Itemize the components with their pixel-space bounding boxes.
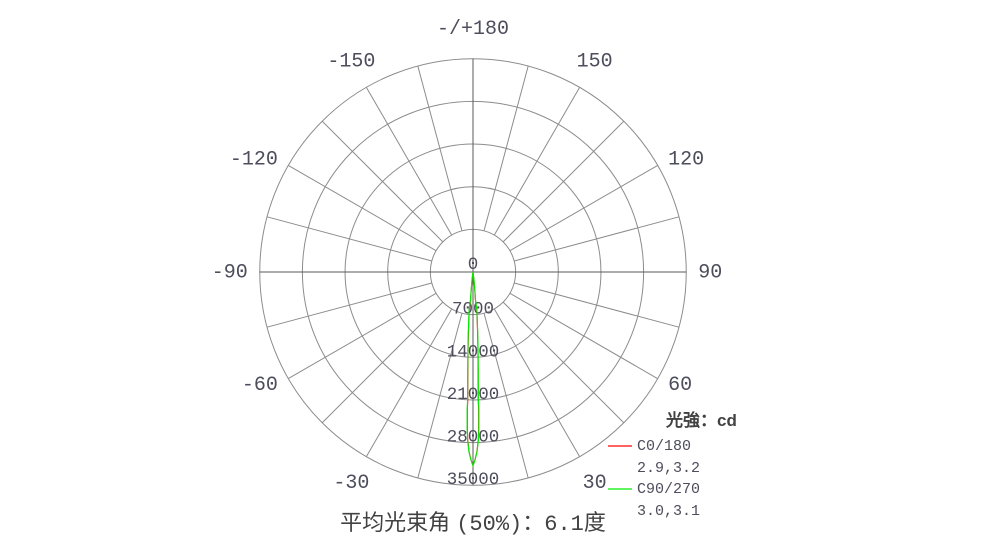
- svg-text:28000: 28000: [447, 428, 500, 448]
- svg-text:35000: 35000: [447, 470, 500, 490]
- svg-text:-30: -30: [333, 472, 369, 495]
- svg-text:150: 150: [577, 51, 613, 74]
- svg-text:光強：cd: 光強：cd: [665, 410, 737, 430]
- svg-text:2.9,3.2: 2.9,3.2: [637, 460, 700, 477]
- svg-text:14000: 14000: [447, 342, 500, 362]
- svg-text:90: 90: [698, 261, 722, 284]
- svg-text:平均光束角 (50%)：6.1度: 平均光束角 (50%)：6.1度: [340, 510, 606, 537]
- svg-text:21000: 21000: [447, 385, 500, 405]
- svg-text:-/+180: -/+180: [437, 18, 509, 41]
- svg-text:-120: -120: [230, 149, 278, 172]
- svg-text:-90: -90: [212, 261, 248, 284]
- svg-text:120: 120: [668, 149, 704, 172]
- svg-text:60: 60: [668, 374, 692, 397]
- svg-text:C90/270: C90/270: [637, 481, 700, 498]
- svg-text:C0/180: C0/180: [637, 438, 691, 455]
- svg-text:3.0,3.1: 3.0,3.1: [637, 503, 700, 520]
- svg-text:30: 30: [583, 472, 607, 495]
- svg-text:7000: 7000: [452, 300, 494, 320]
- svg-text:-150: -150: [327, 51, 375, 74]
- svg-text:-60: -60: [242, 374, 278, 397]
